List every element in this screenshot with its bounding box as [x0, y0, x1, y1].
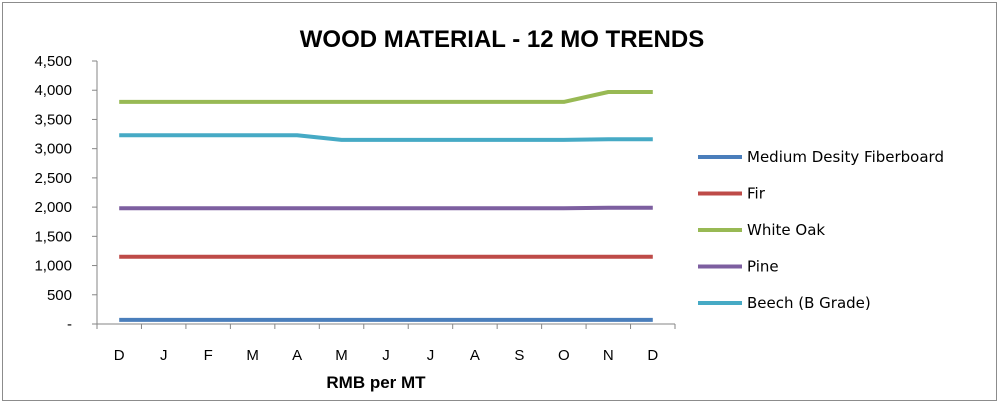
y-tick-label: 2,500: [34, 170, 72, 187]
legend-label: Pine: [747, 258, 779, 276]
legend-label: Fir: [747, 185, 766, 203]
legend-label: Medium Desity Fiberboard: [747, 148, 944, 166]
x-tick-label: D: [647, 347, 658, 364]
y-tick-label: 1,500: [34, 228, 72, 245]
x-tick-label: F: [204, 347, 213, 364]
x-tick-label: D: [114, 347, 125, 364]
x-tick-label: J: [160, 347, 168, 364]
y-tick-label: 500: [47, 287, 72, 304]
series-lines: [119, 90, 653, 322]
series-line: [119, 90, 653, 104]
x-tick-label: O: [558, 347, 570, 364]
chart-title: WOOD MATERIAL - 12 MO TRENDS: [300, 26, 704, 53]
x-tick-label: S: [514, 347, 524, 364]
x-tick-label: J: [427, 347, 435, 364]
y-tick-label: -: [67, 316, 72, 333]
chart-frame: [2, 2, 997, 401]
y-tick-label: 1,000: [34, 258, 72, 275]
legend-label: White Oak: [747, 221, 825, 239]
legend-label: Beech (B Grade): [747, 294, 871, 312]
series-line: [119, 133, 653, 142]
legend: Medium Desity Fiberboard Fir White Oak Pine…: [698, 148, 944, 312]
x-tick-label: M: [335, 347, 348, 364]
y-tick-label: 2,000: [34, 199, 72, 216]
y-tick-label: 4,500: [34, 53, 72, 70]
x-tick-label: J: [382, 347, 390, 364]
y-tick-label: 3,500: [34, 111, 72, 128]
x-tick-label: M: [246, 347, 259, 364]
y-tick-label: 3,000: [34, 141, 72, 158]
x-tick-label: A: [470, 347, 480, 364]
y-axis: - 500 1,000 1,500 2,000 2,500 3,000 3,500 4,000 4…: [34, 53, 98, 333]
x-axis-label: RMB per MT: [326, 373, 426, 392]
series-line: [119, 205, 653, 211]
y-tick-label: 4,000: [34, 82, 72, 99]
x-tick-label: A: [292, 347, 302, 364]
x-tick-label: N: [603, 347, 614, 364]
